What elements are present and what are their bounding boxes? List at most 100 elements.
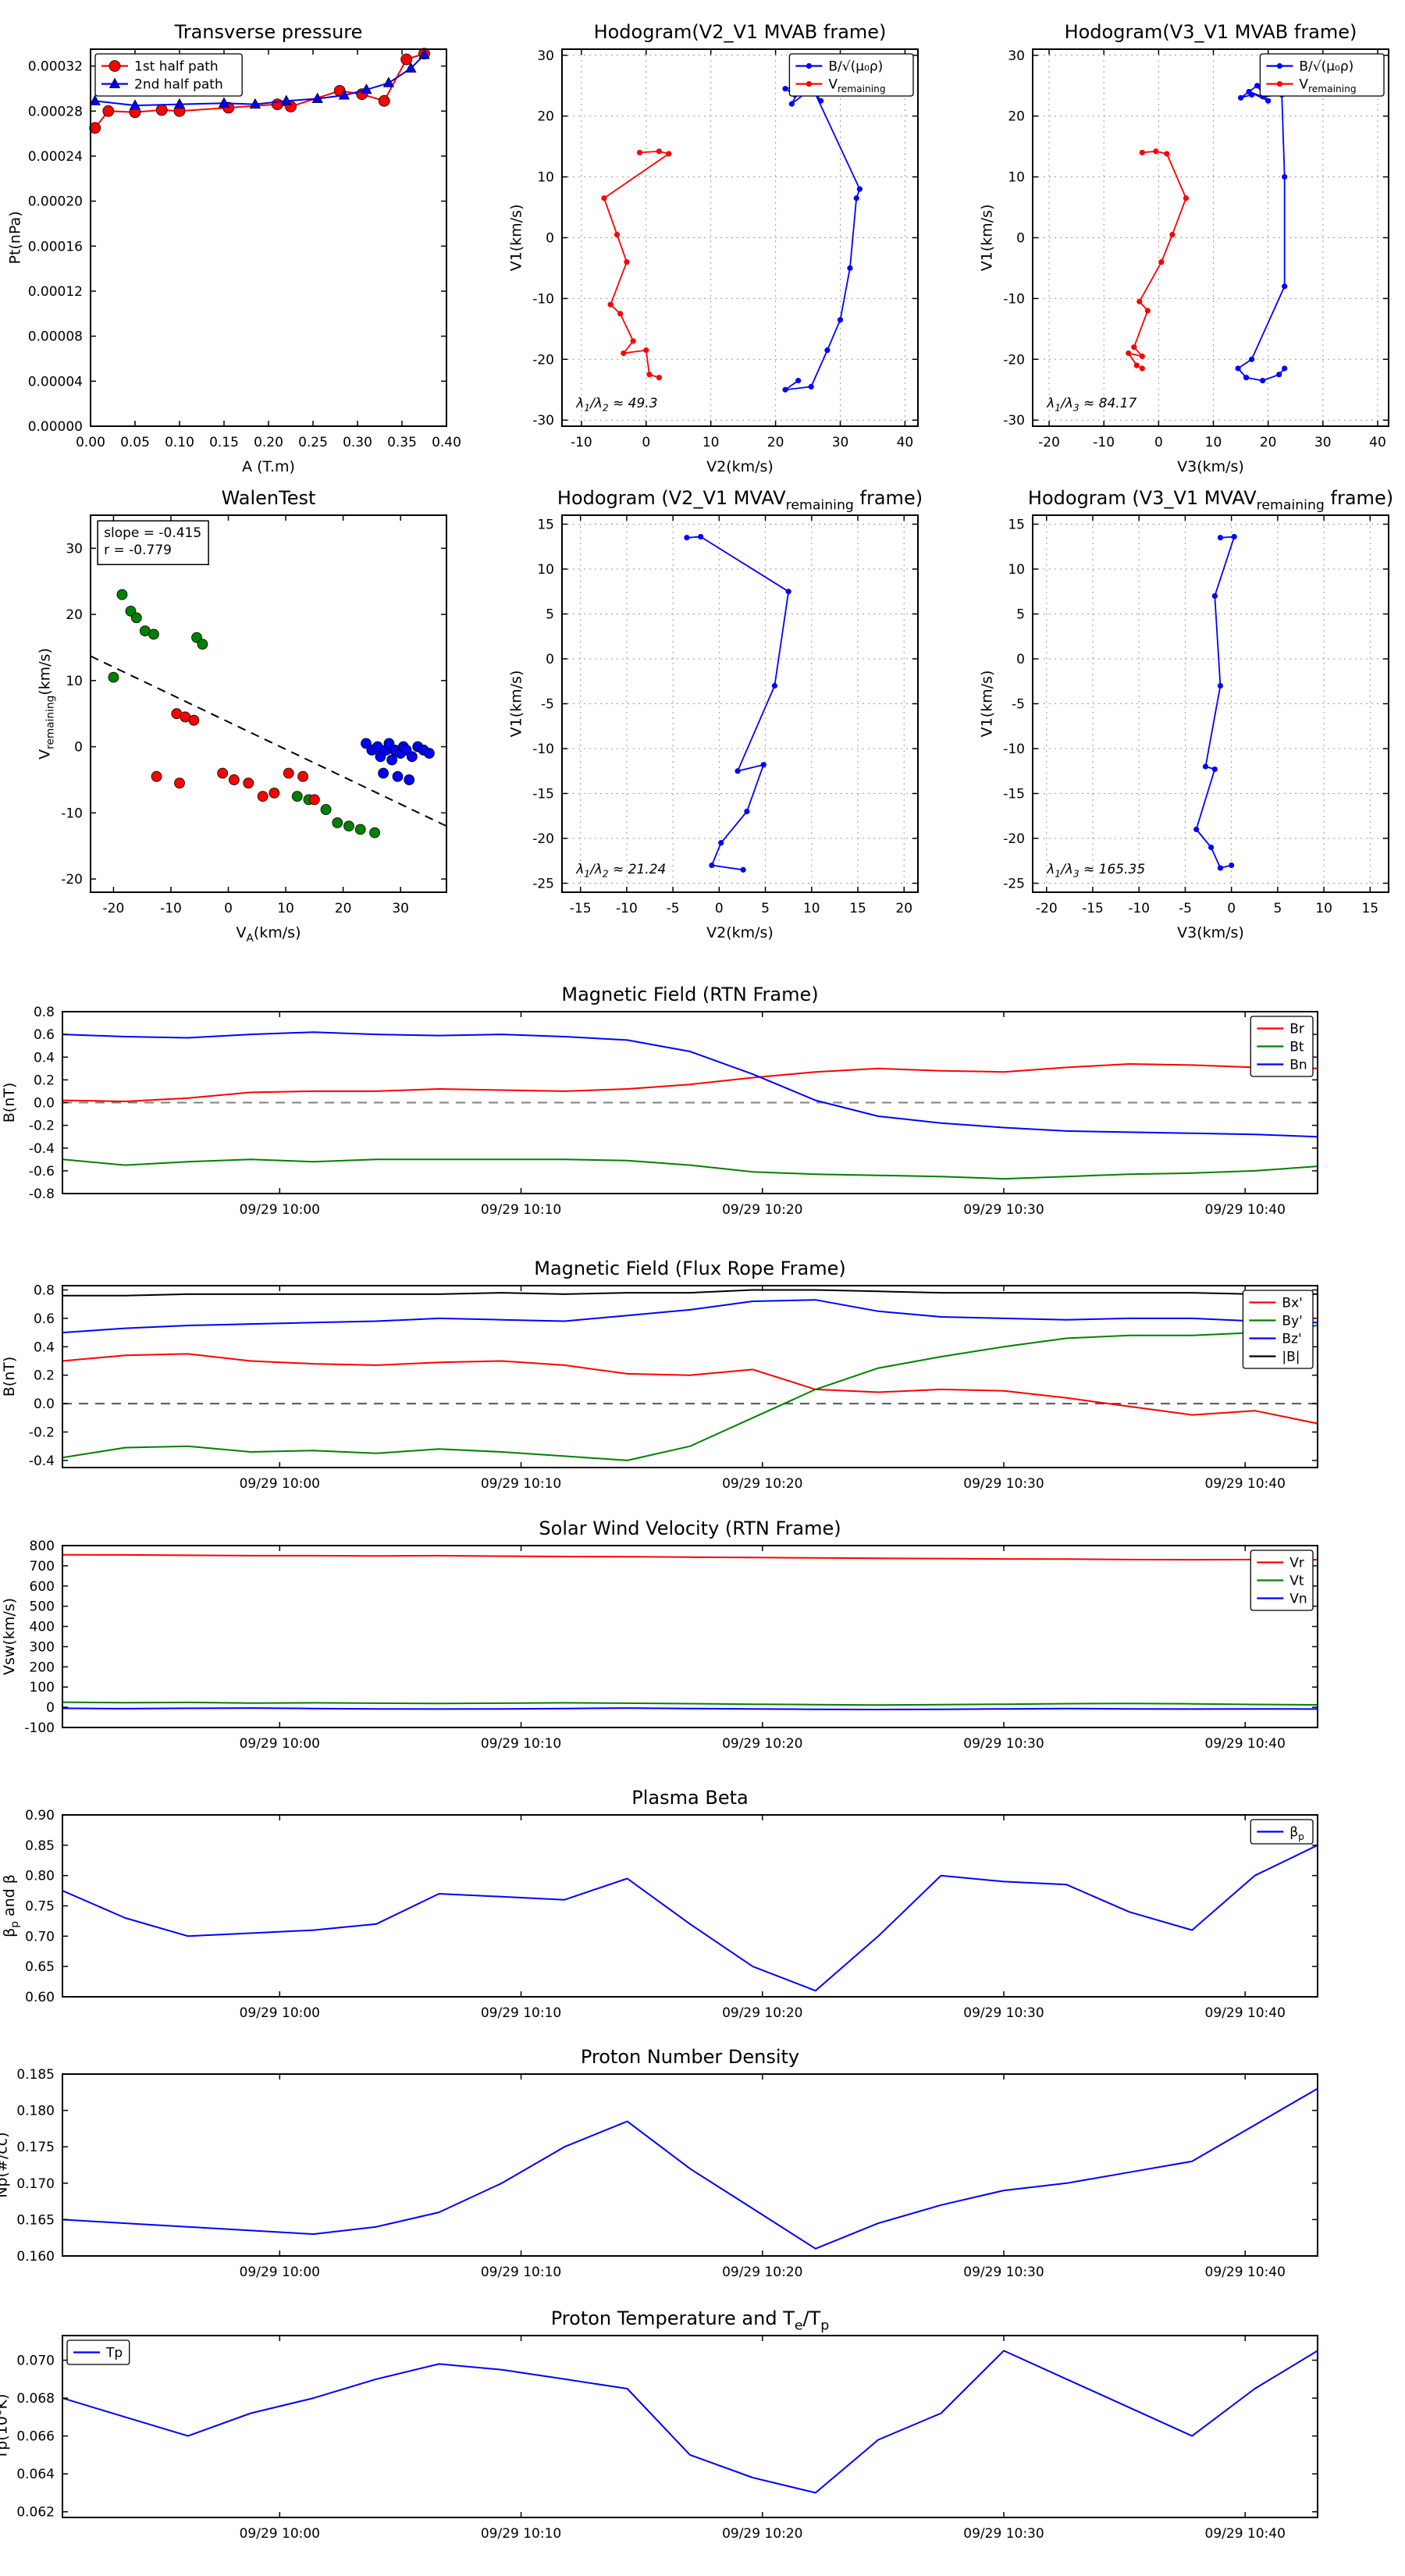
svg-text:15: 15	[1361, 901, 1378, 916]
svg-text:09/29 10:30: 09/29 10:30	[963, 1476, 1044, 1492]
svg-text:λ1/λ2 ≈ 21.24: λ1/λ2 ≈ 21.24	[575, 862, 666, 880]
svg-text:Tp(106K): Tp(106K)	[0, 2394, 11, 2460]
svg-text:0: 0	[46, 1700, 55, 1716]
svg-text:-25: -25	[532, 877, 554, 892]
proton_temp-plot: 09/29 10:00 09/29 10:10 09/29 10:20 09/29 1…	[0, 2307, 1318, 2542]
chart-hodogram-v2v1-mvav: -15 -10 -5 0 5 10 15 20 -25 -20 -15 -10 -5 0 5 10 15 Hodo…	[508, 487, 923, 941]
svg-text:0.8: 0.8	[34, 1005, 55, 1020]
svg-text:09/29 10:20: 09/29 10:20	[722, 2005, 802, 2021]
svg-text:0.25: 0.25	[298, 435, 328, 450]
svg-text:0.064: 0.064	[16, 2467, 55, 2482]
svg-text:-10: -10	[1003, 291, 1025, 307]
svg-text:500: 500	[30, 1599, 55, 1615]
svg-text:0.90: 0.90	[25, 1808, 55, 1823]
svg-text:0: 0	[224, 901, 233, 916]
svg-text:Vsw(km/s): Vsw(km/s)	[1, 1598, 18, 1675]
svg-text:800: 800	[30, 1539, 55, 1554]
svg-text:Vremaining: Vremaining	[1299, 77, 1356, 95]
chart-proton-temperature: 09/29 10:00 09/29 10:10 09/29 10:20 09/29 1…	[0, 2307, 1318, 2542]
svg-text:09/29 10:20: 09/29 10:20	[722, 1476, 802, 1492]
svg-text:0: 0	[1016, 652, 1025, 667]
svg-text:09/29 10:00: 09/29 10:00	[240, 2005, 320, 2021]
svg-text:0.00032: 0.00032	[28, 59, 83, 75]
svg-text:0.185: 0.185	[16, 2067, 55, 2083]
svg-text:-10: -10	[1128, 901, 1150, 916]
svg-text:Np(#/cc): Np(#/cc)	[0, 2132, 11, 2197]
svg-text:10: 10	[803, 901, 820, 916]
svg-text:0.80: 0.80	[25, 1869, 55, 1884]
svg-text:-0.2: -0.2	[29, 1119, 55, 1134]
svg-text:r = -0.779: r = -0.779	[104, 543, 172, 558]
svg-text:B(nT): B(nT)	[1, 1083, 18, 1123]
svg-text:30: 30	[392, 901, 409, 916]
svg-text:Vremaining: Vremaining	[828, 77, 885, 95]
svg-text:300: 300	[30, 1639, 55, 1655]
svg-text:09/29 10:10: 09/29 10:10	[481, 1202, 561, 1218]
chart-plasma-beta: 09/29 10:00 09/29 10:10 09/29 10:20 09/29 1…	[1, 1787, 1318, 2021]
chart-transverse-pressure: 0.00 0.05 0.10 0.15 0.20 0.25 0.30 0.35 0.40 0.00…	[7, 21, 461, 475]
svg-text:10: 10	[1205, 435, 1222, 450]
svg-text:40: 40	[1369, 435, 1386, 450]
svg-text:5: 5	[1273, 901, 1282, 916]
svg-text:Vn: Vn	[1289, 1592, 1307, 1607]
svg-text:0.10: 0.10	[165, 435, 194, 450]
svg-text:09/29 10:10: 09/29 10:10	[481, 2265, 561, 2280]
svg-text:Vr: Vr	[1289, 1556, 1304, 1571]
svg-text:By': By'	[1282, 1314, 1302, 1329]
svg-text:-20: -20	[532, 352, 554, 368]
svg-text:09/29 10:40: 09/29 10:40	[1205, 1202, 1286, 1218]
svg-text:Bn: Bn	[1289, 1058, 1307, 1073]
svg-text:0.30: 0.30	[343, 435, 372, 450]
svg-text:0.35: 0.35	[387, 435, 417, 450]
mag_rtn-plot: 09/29 10:00 09/29 10:10 09/29 10:20 09/29 1…	[1, 984, 1318, 1218]
svg-text:09/29 10:30: 09/29 10:30	[963, 2265, 1044, 2280]
svg-text:-20: -20	[1003, 831, 1025, 847]
svg-text:0.066: 0.066	[16, 2429, 55, 2445]
svg-text:20: 20	[895, 901, 912, 916]
svg-text:-0.6: -0.6	[29, 1164, 55, 1179]
svg-text:09/29 10:10: 09/29 10:10	[481, 1736, 561, 1752]
svg-text:0.068: 0.068	[16, 2391, 55, 2407]
svg-text:Bx': Bx'	[1282, 1296, 1302, 1311]
svg-text:V1(km/s): V1(km/s)	[979, 671, 996, 738]
svg-text:0.165: 0.165	[16, 2212, 55, 2228]
svg-text:Solar Wind Velocity (RTN Frame: Solar Wind Velocity (RTN Frame)	[539, 1517, 841, 1539]
svg-text:λ1/λ3 ≈ 84.17: λ1/λ3 ≈ 84.17	[1046, 396, 1136, 414]
svg-text:5: 5	[761, 901, 770, 916]
svg-text:0.75: 0.75	[25, 1899, 55, 1915]
svg-text:0.00008: 0.00008	[28, 329, 83, 345]
svg-text:09/29 10:10: 09/29 10:10	[481, 2526, 561, 2542]
svg-text:Vt: Vt	[1289, 1574, 1304, 1589]
svg-text:09/29 10:40: 09/29 10:40	[1205, 2265, 1286, 2280]
svg-text:V1(km/s): V1(km/s)	[508, 205, 525, 272]
svg-text:-10: -10	[571, 435, 592, 450]
svg-text:βp and β: βp and β	[1, 1874, 21, 1937]
svg-text:09/29 10:30: 09/29 10:30	[963, 2526, 1044, 2542]
svg-text:0.8: 0.8	[34, 1283, 55, 1298]
svg-text:0.05: 0.05	[120, 435, 150, 450]
svg-text:5: 5	[546, 607, 554, 623]
svg-text:0.00000: 0.00000	[28, 419, 83, 435]
svg-text:100: 100	[30, 1680, 55, 1695]
svg-text:20: 20	[66, 607, 83, 623]
svg-text:0.40: 0.40	[432, 435, 461, 450]
svg-text:0.062: 0.062	[16, 2505, 55, 2521]
svg-text:0.85: 0.85	[25, 1838, 55, 1854]
svg-text:Br: Br	[1289, 1022, 1304, 1037]
chart-proton-number-density: 09/29 10:00 09/29 10:10 09/29 10:20 09/29 1…	[0, 2046, 1318, 2280]
svg-text:WalenTest: WalenTest	[222, 487, 316, 509]
svg-text:-20: -20	[532, 831, 554, 847]
proton_density-plot: 09/29 10:00 09/29 10:10 09/29 10:20 09/29 1…	[0, 2046, 1318, 2280]
svg-text:09/29 10:10: 09/29 10:10	[481, 1476, 561, 1492]
svg-text:09/29 10:30: 09/29 10:30	[963, 2005, 1044, 2021]
svg-text:-5: -5	[667, 901, 680, 916]
svg-text:09/29 10:00: 09/29 10:00	[240, 1736, 320, 1752]
chart-hodogram-v3v1-mvab: -20 -10 0 10 20 30 40 -30 -20 -10 0 10 20 30 Hodogram(…	[979, 21, 1389, 475]
svg-text:Vremaining(km/s): Vremaining(km/s)	[37, 648, 57, 760]
svg-text:-100: -100	[24, 1720, 55, 1736]
svg-text:-10: -10	[1003, 742, 1025, 757]
svg-text:200: 200	[30, 1660, 55, 1675]
plasma_beta-plot: 09/29 10:00 09/29 10:10 09/29 10:20 09/29 1…	[1, 1787, 1318, 2021]
svg-text:Magnetic Field (RTN Frame): Magnetic Field (RTN Frame)	[561, 984, 818, 1005]
svg-text:0: 0	[1016, 231, 1025, 247]
